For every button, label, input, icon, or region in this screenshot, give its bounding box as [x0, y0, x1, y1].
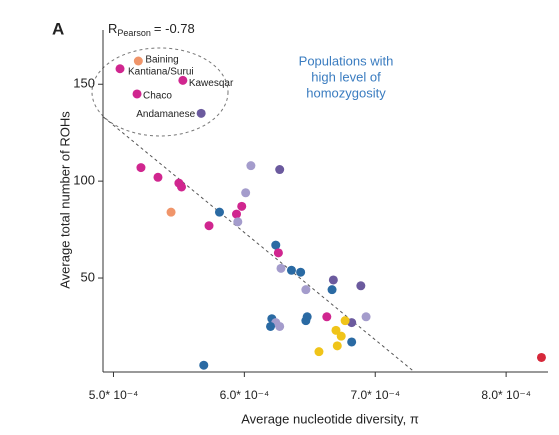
x-tick-label: 7.0* 10⁻⁴ — [350, 388, 400, 402]
point — [314, 347, 324, 357]
point — [241, 188, 251, 198]
point — [286, 265, 296, 275]
x-tick-label: 5.0* 10⁻⁴ — [89, 388, 139, 402]
point — [199, 360, 209, 370]
point — [273, 248, 283, 258]
point-label: Kawesqar — [189, 78, 234, 89]
point — [271, 240, 281, 250]
point — [246, 161, 256, 171]
point — [347, 337, 357, 347]
stat-symbol: R — [108, 21, 117, 36]
panel-label: A — [52, 19, 64, 38]
stat-value: = -0.78 — [154, 21, 195, 36]
point — [115, 64, 125, 74]
point — [204, 221, 214, 231]
annotation: Populations with — [299, 53, 394, 68]
point — [301, 285, 311, 295]
point — [296, 267, 306, 277]
point — [356, 281, 366, 291]
point — [276, 263, 286, 273]
x-tick-label: 6.0* 10⁻⁴ — [220, 388, 270, 402]
point-label: Baining — [145, 55, 178, 66]
y-tick-label: 100 — [73, 173, 95, 188]
point — [232, 209, 241, 219]
point — [275, 165, 285, 175]
point — [166, 207, 176, 217]
cluster-ellipse — [91, 47, 229, 137]
annotation: high level of — [311, 69, 381, 84]
point — [196, 108, 206, 118]
point — [361, 312, 371, 322]
point — [132, 89, 142, 99]
point — [327, 285, 337, 295]
point — [536, 352, 546, 362]
point — [266, 321, 276, 331]
point — [233, 217, 243, 227]
point-label: Andamanese — [136, 109, 195, 120]
stat-text: RPearson = -0.78 — [108, 21, 195, 38]
x-axis-label: Average nucleotide diversity, π — [241, 411, 419, 426]
point — [332, 341, 342, 351]
point — [237, 201, 247, 211]
point — [153, 172, 163, 182]
point — [328, 275, 338, 285]
point — [302, 312, 312, 322]
y-axis-label: Average total number of ROHs — [57, 111, 72, 289]
y-tick-label: 150 — [73, 76, 95, 91]
point-label: Kantiana/Surui — [128, 66, 194, 77]
annotation: homozygosity — [306, 85, 386, 100]
x-tick-label: 8.0* 10⁻⁴ — [481, 388, 531, 402]
trend-line — [103, 116, 415, 373]
y-tick-label: 50 — [81, 269, 95, 284]
point — [214, 207, 224, 217]
point — [178, 75, 188, 85]
point — [177, 182, 187, 192]
point — [340, 316, 350, 326]
point-label: Chaco — [143, 91, 172, 102]
point — [133, 56, 143, 66]
point — [322, 312, 332, 322]
point — [331, 325, 341, 335]
stat-subscript: Pearson — [117, 28, 151, 38]
point — [336, 331, 346, 341]
point — [136, 163, 146, 173]
point — [275, 321, 285, 331]
